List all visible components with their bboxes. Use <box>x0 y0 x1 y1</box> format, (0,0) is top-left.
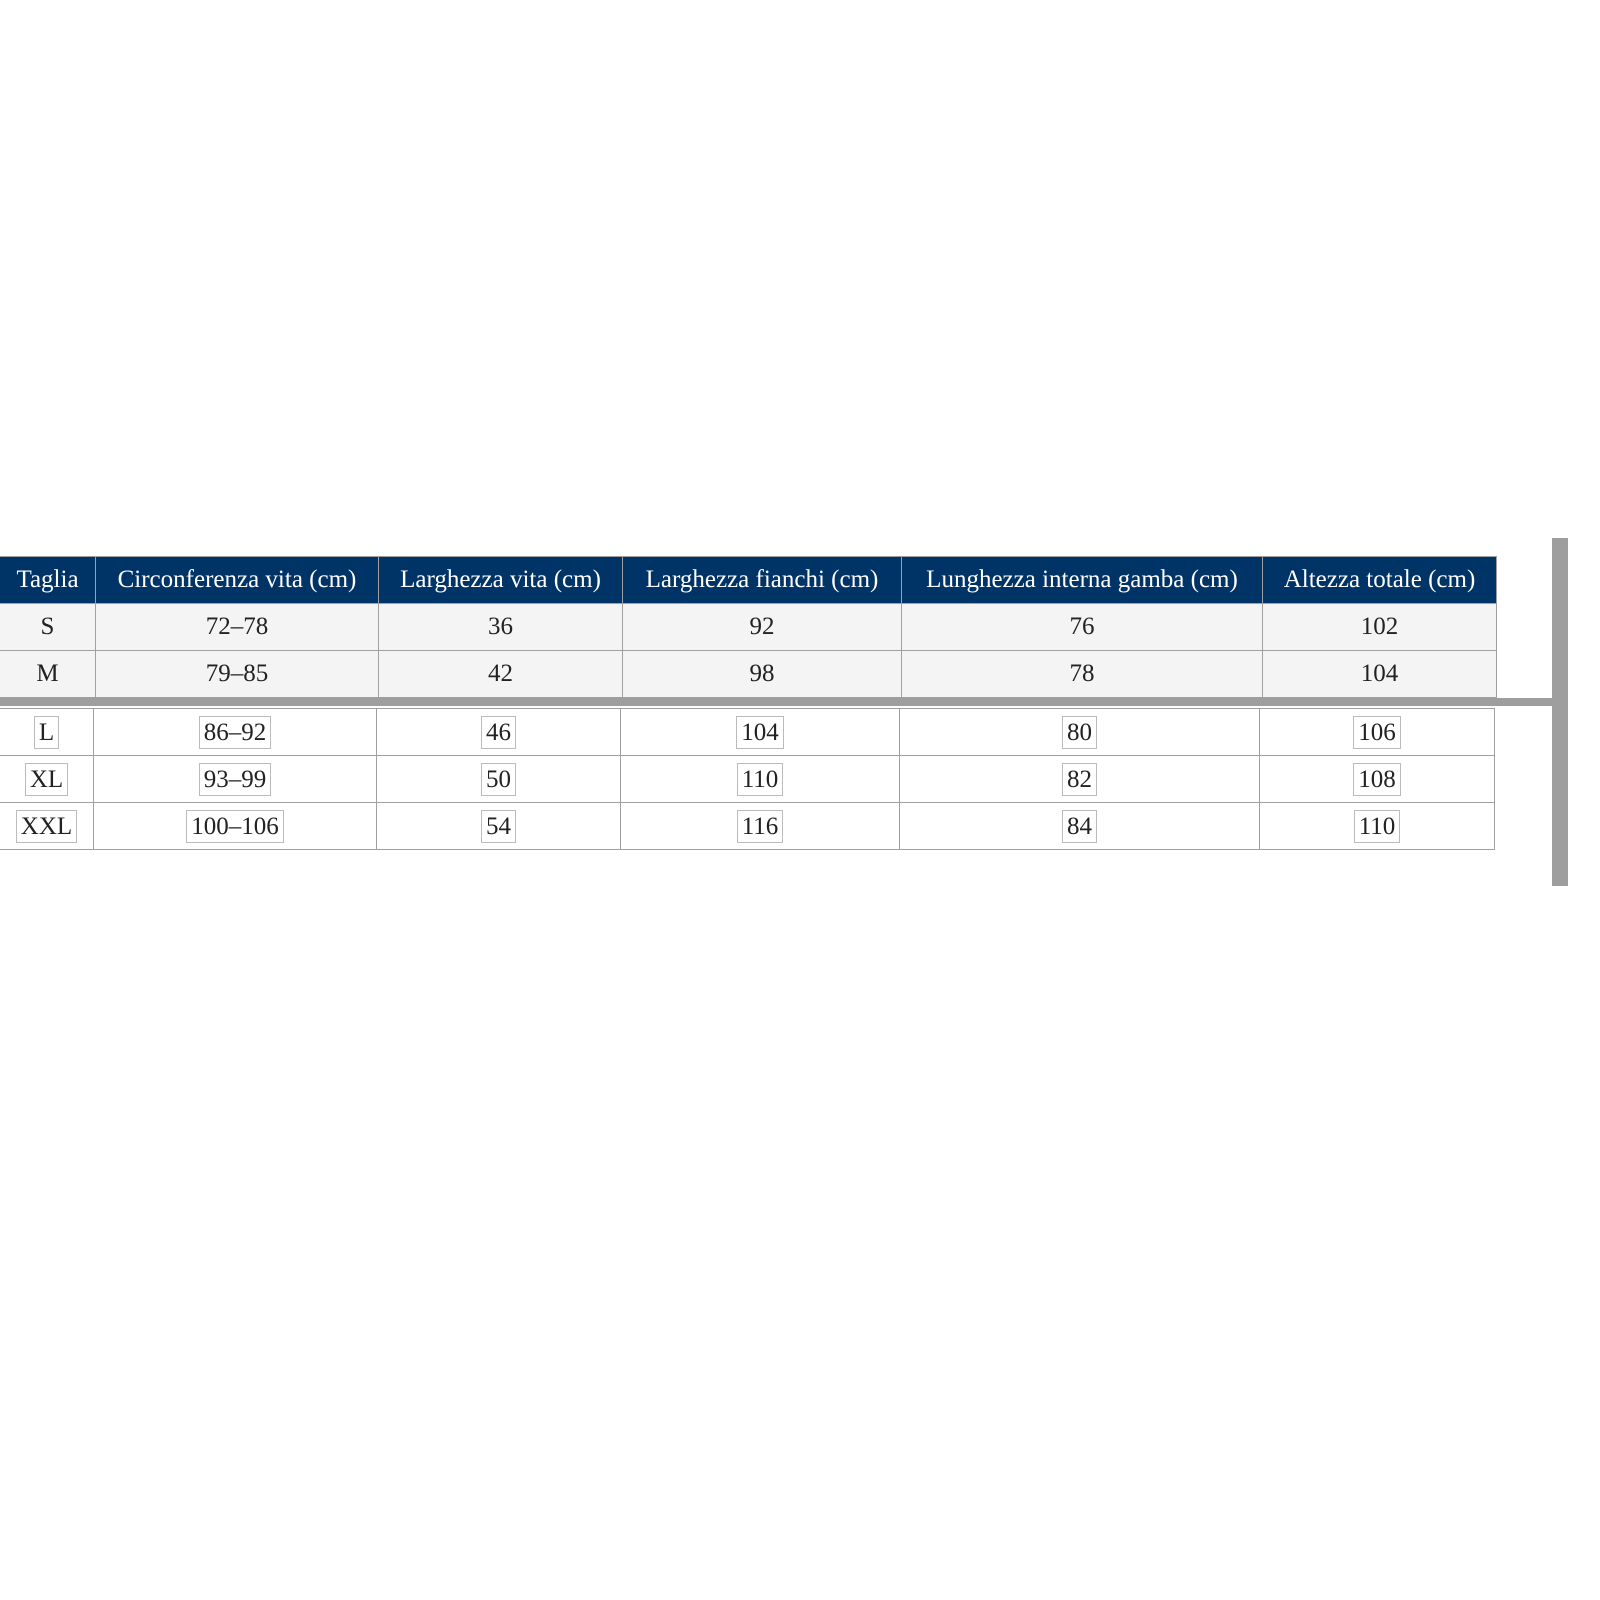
cell: 98 <box>622 650 902 698</box>
header-inseam: Lunghezza interna gamba (cm) <box>901 556 1263 604</box>
header-hip-width: Larghezza fianchi (cm) <box>622 556 902 604</box>
cell: 78 <box>901 650 1263 698</box>
header-size: Taglia <box>0 556 96 604</box>
cell: 110 <box>736 762 784 796</box>
cell: 80 <box>1062 715 1097 749</box>
cell: 104 <box>736 715 784 749</box>
header-row: Taglia Circonferenza vita (cm) Larghezza… <box>0 556 1497 604</box>
cell: 106 <box>1353 715 1401 749</box>
cell: 110 <box>1353 809 1401 843</box>
table-row: XL 93–99 50 110 82 108 <box>0 755 1495 803</box>
cell: 72–78 <box>95 603 379 651</box>
cell: XXL <box>15 809 78 843</box>
header-waist-width: Larghezza vita (cm) <box>378 556 623 604</box>
cell: 82 <box>1062 762 1097 796</box>
cell: 93–99 <box>198 762 272 796</box>
cell: 104 <box>1262 650 1497 698</box>
table-row: M 79–85 42 98 78 104 <box>0 650 1497 698</box>
header-total-height: Altezza totale (cm) <box>1262 556 1497 604</box>
cell: M <box>0 650 96 698</box>
table-row: L 86–92 46 104 80 106 <box>0 708 1495 756</box>
table-row: S 72–78 36 92 76 102 <box>0 603 1497 651</box>
cell: 50 <box>481 762 516 796</box>
cell: 36 <box>378 603 623 651</box>
cell: XL <box>24 762 69 796</box>
table-row: XXL 100–106 54 116 84 110 <box>0 802 1495 850</box>
cell: 46 <box>481 715 516 749</box>
size-table-top: Taglia Circonferenza vita (cm) Larghezza… <box>0 556 1497 698</box>
cell: 102 <box>1262 603 1497 651</box>
cell: 108 <box>1353 762 1401 796</box>
cell: 76 <box>901 603 1263 651</box>
horizontal-divider <box>0 698 1553 706</box>
cell: L <box>33 715 60 749</box>
cell: 100–106 <box>186 809 284 843</box>
cell: 42 <box>378 650 623 698</box>
cell: 92 <box>622 603 902 651</box>
header-waist-circumference: Circonferenza vita (cm) <box>95 556 379 604</box>
cell: 79–85 <box>95 650 379 698</box>
cell: 54 <box>481 809 516 843</box>
cell: 84 <box>1062 809 1097 843</box>
cell: S <box>0 603 96 651</box>
cell: 86–92 <box>198 715 272 749</box>
cell: 116 <box>736 809 784 843</box>
size-table-bottom: L 86–92 46 104 80 106 XL 93–99 50 110 82… <box>0 708 1495 850</box>
vertical-divider <box>1552 538 1568 886</box>
